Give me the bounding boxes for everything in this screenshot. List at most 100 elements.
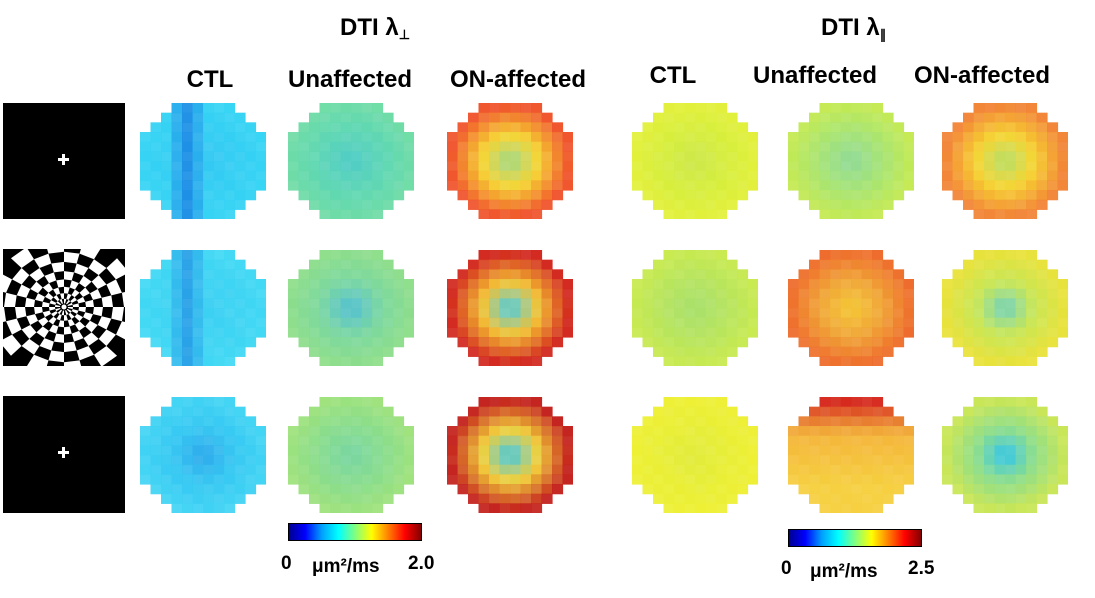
map-pixel (510, 122, 522, 133)
map-pixel (372, 416, 384, 427)
map-pixel (489, 356, 501, 366)
map-pixel (632, 435, 644, 446)
map-pixel (478, 308, 490, 319)
map-pixel (330, 346, 342, 357)
map-pixel (809, 190, 821, 201)
map-pixel (1015, 317, 1027, 328)
map-pixel (684, 269, 696, 280)
map-pixel (653, 346, 665, 357)
map-pixel (984, 484, 996, 495)
map-pixel (861, 464, 873, 475)
map-pixel (361, 259, 373, 270)
map-pixel (340, 493, 352, 504)
map-pixel (403, 308, 414, 319)
map-pixel (489, 406, 501, 417)
map-pixel (973, 190, 985, 201)
map-pixel (192, 250, 204, 261)
map-pixel (851, 416, 863, 427)
map-pixel (499, 132, 511, 143)
map-pixel (531, 397, 543, 408)
map-pixel (552, 484, 564, 495)
checker-segment (76, 296, 86, 304)
map-pixel (499, 397, 511, 408)
map-pixel (1036, 122, 1048, 133)
map-pixel (224, 416, 236, 427)
map-pixel (695, 180, 707, 191)
map-pixel (861, 493, 873, 504)
map-pixel (245, 170, 257, 181)
map-pixel (747, 298, 758, 309)
map-pixel (705, 279, 717, 290)
map-pixel (541, 112, 553, 123)
map-pixel (1005, 288, 1017, 299)
map-pixel (882, 199, 894, 210)
map-pixel (1036, 327, 1048, 338)
map-pixel (372, 122, 384, 133)
map-pixel (695, 435, 707, 446)
map-pixel (234, 406, 246, 417)
map-pixel (705, 190, 717, 201)
map-pixel (893, 416, 905, 427)
map-pixel (809, 141, 821, 152)
checker-segment (74, 263, 89, 276)
map-pixel (973, 199, 985, 210)
checker-segment (55, 304, 61, 307)
map-pixel (973, 132, 985, 143)
map-pixel (150, 279, 162, 290)
map-pixel (705, 112, 717, 123)
map-pixel (1047, 161, 1059, 172)
map-pixel (531, 132, 543, 143)
map-pixel (213, 112, 225, 123)
map-pixel (747, 317, 758, 328)
map-pixel (809, 180, 821, 191)
map-pixel (489, 161, 501, 172)
map-pixel (309, 269, 321, 280)
map-pixel (1015, 122, 1027, 133)
map-pixel (499, 141, 511, 152)
map-pixel (1057, 308, 1068, 319)
map-pixel (830, 484, 842, 495)
map-pixel (140, 317, 152, 328)
map-pixel (1047, 180, 1059, 191)
map-pixel (403, 288, 414, 299)
map-pixel (140, 308, 152, 319)
map-pixel (478, 279, 490, 290)
map-pixel (632, 308, 644, 319)
map-pixel (457, 445, 469, 456)
map-pixel (984, 327, 996, 338)
map-pixel (245, 445, 257, 456)
map-pixel (330, 445, 342, 456)
map-pixel (541, 279, 553, 290)
map-pixel (674, 464, 686, 475)
map-pixel (234, 474, 246, 485)
map-pixel (705, 122, 717, 133)
map-pixel (642, 180, 654, 191)
checker-segment (121, 291, 125, 307)
map-pixel (520, 346, 532, 357)
map-pixel (840, 209, 852, 219)
map-pixel (1005, 308, 1017, 319)
map-pixel (984, 356, 996, 366)
map-pixel (351, 503, 363, 513)
map-pixel (830, 426, 842, 437)
map-pixel (963, 199, 975, 210)
map-pixel (161, 493, 173, 504)
map-pixel (499, 279, 511, 290)
map-pixel (309, 151, 321, 162)
map-pixel (161, 406, 173, 417)
checker-segment (51, 261, 64, 273)
map-pixel (952, 298, 964, 309)
map-pixel (819, 190, 831, 201)
map-pixel (372, 288, 384, 299)
map-pixel (963, 279, 975, 290)
map-pixel (840, 406, 852, 417)
map-pixel (192, 474, 204, 485)
map-pixel (819, 337, 831, 348)
checker-segment (66, 308, 72, 313)
map-pixel (653, 474, 665, 485)
map-pixel (171, 112, 183, 123)
map-pixel (393, 269, 405, 280)
map-pixel (1015, 103, 1027, 114)
map-pixel (203, 317, 215, 328)
map-pixel (1026, 503, 1038, 513)
